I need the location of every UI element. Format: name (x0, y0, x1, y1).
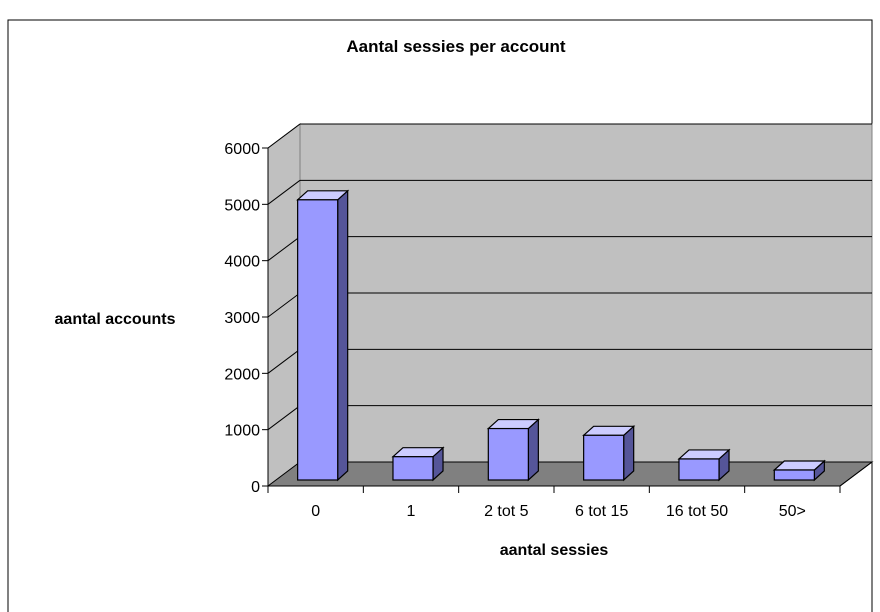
gridline-side (267, 179, 301, 205)
gridline-side (267, 405, 301, 431)
bar-front (678, 458, 720, 481)
y-tick-label: 3000 (224, 310, 260, 327)
y-tick-label: 1000 (224, 423, 260, 440)
gridline-side (267, 292, 301, 318)
bar (486, 418, 540, 482)
bar (582, 424, 636, 482)
y-axis: 0 1000 2000 3000 4000 5000 6000 (224, 141, 269, 496)
plot-area (266, 123, 874, 487)
bar-front (773, 469, 815, 481)
gridline-side (267, 348, 301, 374)
x-tick-label: 50> (779, 503, 806, 520)
bar-front (487, 427, 529, 481)
bar (391, 446, 445, 482)
y-tick-label: 2000 (224, 366, 260, 383)
y-tick-label: 0 (251, 479, 260, 496)
x-axis-label: aantal sessies (500, 542, 609, 559)
x-tick-label: 2 tot 5 (484, 503, 529, 520)
x-tick-label: 16 tot 50 (666, 503, 728, 520)
chart-title: Aantal sessies per account (346, 37, 566, 56)
y-tick-label: 4000 (224, 254, 260, 271)
bar-front (297, 199, 339, 481)
x-tick-label: 6 tot 15 (575, 503, 628, 520)
y-tick-label: 5000 (224, 197, 260, 214)
bar-front (583, 434, 625, 481)
bar-front (392, 456, 434, 481)
bar (677, 448, 731, 482)
bar (772, 459, 826, 482)
floor-edge (839, 461, 873, 487)
gridline-side (267, 123, 301, 149)
bar-side (337, 189, 349, 482)
y-tick-label: 6000 (224, 141, 260, 158)
x-tick-label: 1 (407, 503, 416, 520)
bar (296, 189, 350, 482)
bars (296, 189, 826, 482)
x-axis: 0 1 2 tot 5 6 tot 15 16 tot 50 50> (267, 485, 841, 520)
gridline-side (267, 236, 301, 262)
bar-side (527, 418, 539, 482)
gridlines (267, 123, 872, 431)
x-tick-label: 0 (311, 503, 320, 520)
y-axis-label: aantal accounts (55, 311, 176, 328)
